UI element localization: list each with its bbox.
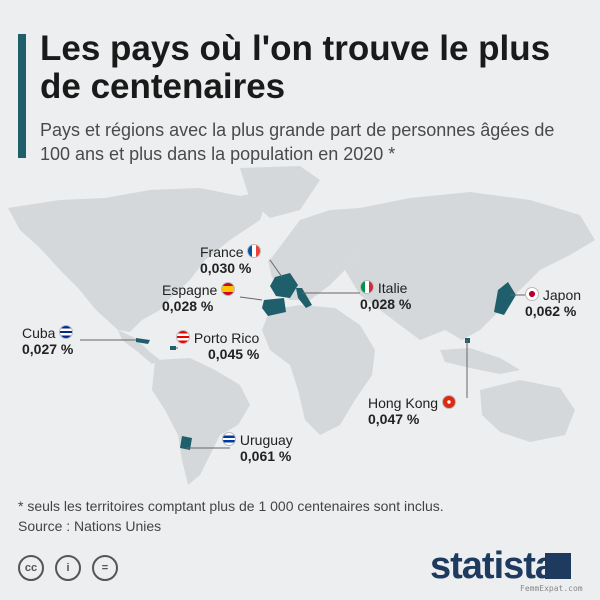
uruguay-region [180,436,192,450]
label-italie: Italie 0,028 % [360,280,411,312]
country-value: 0,030 % [200,260,252,276]
country-value: 0,045 % [208,346,260,362]
statista-logo[interactable]: statista [430,545,556,587]
italy-region [296,288,312,308]
fr-flag-icon [247,244,262,258]
chart-subtitle: Pays et régions avec la plus grande part… [40,120,555,164]
continents [8,166,595,485]
greenland-shape [240,166,320,218]
label-japon: Japon 0,062 % [525,287,581,319]
country-value: 0,027 % [22,341,74,357]
north-america-shape [8,188,270,332]
footnote: * seuls les territoires comptant plus de… [18,498,444,514]
es-flag-icon [221,282,236,296]
country-name: France [200,244,262,260]
south-america-shape [152,358,250,485]
country-name: Italie [360,280,411,296]
cuba-region [136,338,150,344]
japan-region [494,282,516,315]
jp-flag-icon [525,287,539,301]
france-region [270,273,298,298]
highlighted-regions [136,273,516,450]
uy-flag-icon [222,432,236,446]
cc-icon[interactable]: cc [18,555,44,581]
world-map [8,166,595,485]
africa-shape [262,305,375,435]
country-value: 0,028 % [162,298,214,314]
label-uruguay: Uruguay 0,061 % [222,432,293,464]
country-value: 0,062 % [525,303,577,319]
spain-region [262,298,286,316]
attribution-icon[interactable]: i [55,555,81,581]
country-name: Uruguay [222,432,293,448]
no-derivatives-icon[interactable]: = [92,555,118,581]
europe-shape [270,208,375,300]
country-name: Porto Rico [176,330,259,346]
country-name: Cuba [22,325,74,341]
france-leader [269,259,283,278]
label-cuba: Cuba 0,027 % [22,325,73,357]
hk-flag-icon [441,395,456,409]
chart-title: Les pays où l'on trouve le plus de cente… [40,29,551,106]
label-espagne: Espagne 0,028 % [162,282,236,314]
label-france: France 0,030 % [200,244,262,276]
watermark: FemmExpat.com [520,584,583,593]
central-america-shape [118,330,160,364]
label-porto-rico: Porto Rico 0,045 % [176,330,259,362]
it-flag-icon [360,280,374,294]
asia-shape [345,192,595,340]
country-value: 0,047 % [368,411,420,427]
southeast-asia-islands-shape [440,348,520,374]
australia-shape [480,380,575,442]
country-value: 0,028 % [360,296,412,312]
title-accent-bar [18,34,26,158]
pr-flag-icon [176,330,190,344]
country-name: Espagne [162,282,236,298]
spain-leader [239,296,263,301]
puerto-rico-region [170,346,176,350]
country-name: Japon [525,287,581,303]
source: Source : Nations Unies [18,518,162,534]
country-value: 0,061 % [240,448,292,464]
statista-logo-mark [545,553,571,579]
label-hong-kong: Hong Kong 0,047 % [368,395,456,427]
country-name: Hong Kong [368,395,456,411]
cu-flag-icon [59,325,74,339]
